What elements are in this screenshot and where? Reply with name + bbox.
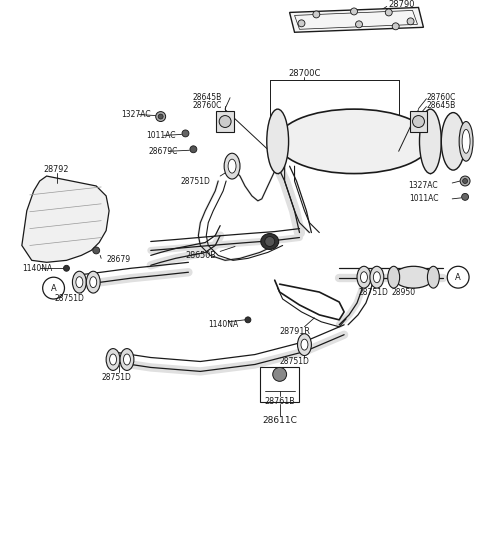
Ellipse shape	[394, 266, 433, 288]
Ellipse shape	[427, 266, 439, 288]
Ellipse shape	[120, 349, 134, 371]
Circle shape	[245, 317, 251, 323]
Bar	[260, 367, 300, 402]
Ellipse shape	[106, 349, 120, 371]
Text: 28751D: 28751D	[280, 357, 310, 366]
Ellipse shape	[90, 277, 96, 288]
Circle shape	[462, 193, 468, 200]
Text: 28751D: 28751D	[359, 288, 389, 296]
Text: 28751D: 28751D	[180, 176, 210, 186]
Ellipse shape	[370, 266, 384, 288]
Circle shape	[407, 18, 414, 25]
Ellipse shape	[72, 271, 86, 293]
Text: 28751D: 28751D	[101, 373, 131, 382]
Circle shape	[313, 11, 320, 18]
Circle shape	[158, 114, 163, 119]
Text: 1011AC: 1011AC	[409, 194, 438, 203]
Ellipse shape	[298, 334, 312, 356]
Text: 1327AC: 1327AC	[408, 181, 438, 190]
Text: 28700C: 28700C	[288, 69, 321, 79]
Text: A: A	[456, 273, 461, 282]
Ellipse shape	[462, 130, 470, 153]
Circle shape	[350, 8, 358, 15]
Ellipse shape	[357, 266, 371, 288]
Text: 28679C: 28679C	[149, 147, 178, 156]
Circle shape	[463, 179, 468, 183]
Ellipse shape	[224, 153, 240, 179]
Ellipse shape	[265, 237, 275, 246]
Ellipse shape	[267, 109, 288, 174]
Circle shape	[392, 23, 399, 30]
Ellipse shape	[388, 266, 400, 288]
Text: 1327AC: 1327AC	[121, 110, 151, 119]
Text: 28790: 28790	[389, 0, 415, 9]
Ellipse shape	[360, 272, 367, 282]
Text: 28792: 28792	[44, 165, 69, 174]
Text: 28645B: 28645B	[426, 101, 456, 110]
Circle shape	[273, 367, 287, 381]
Circle shape	[182, 130, 189, 137]
Polygon shape	[289, 8, 423, 32]
Circle shape	[356, 21, 362, 28]
Circle shape	[219, 116, 231, 128]
Text: A: A	[51, 284, 57, 293]
Ellipse shape	[228, 159, 236, 173]
Ellipse shape	[420, 109, 441, 174]
Circle shape	[93, 247, 100, 254]
Circle shape	[460, 176, 470, 186]
Circle shape	[63, 265, 70, 271]
Text: 28611C: 28611C	[262, 416, 297, 426]
Ellipse shape	[86, 271, 100, 293]
Circle shape	[412, 116, 424, 128]
Text: 1011AC: 1011AC	[146, 131, 175, 140]
Ellipse shape	[301, 339, 308, 350]
Bar	[409, 111, 427, 132]
Text: 28791R: 28791R	[279, 327, 310, 336]
Text: 28950: 28950	[392, 288, 416, 296]
Text: 28760C: 28760C	[426, 93, 456, 102]
Text: 28650B: 28650B	[185, 251, 216, 260]
Text: 28761B: 28761B	[264, 397, 295, 406]
Text: 28645B: 28645B	[193, 93, 222, 102]
Ellipse shape	[373, 272, 380, 282]
Text: 1140NA: 1140NA	[22, 264, 52, 273]
Ellipse shape	[76, 277, 83, 288]
Ellipse shape	[277, 109, 431, 174]
Text: 28751D: 28751D	[55, 294, 84, 302]
Ellipse shape	[459, 122, 473, 161]
Text: 1140NA: 1140NA	[208, 320, 239, 329]
Circle shape	[156, 111, 166, 122]
Bar	[216, 111, 234, 132]
Ellipse shape	[261, 233, 279, 250]
Text: 28760C: 28760C	[193, 101, 222, 110]
Polygon shape	[22, 176, 109, 263]
Ellipse shape	[109, 354, 117, 365]
Circle shape	[298, 20, 305, 27]
Circle shape	[190, 146, 197, 153]
Ellipse shape	[123, 354, 131, 365]
Circle shape	[385, 9, 392, 16]
Text: 28679: 28679	[106, 255, 130, 264]
Ellipse shape	[441, 112, 465, 170]
